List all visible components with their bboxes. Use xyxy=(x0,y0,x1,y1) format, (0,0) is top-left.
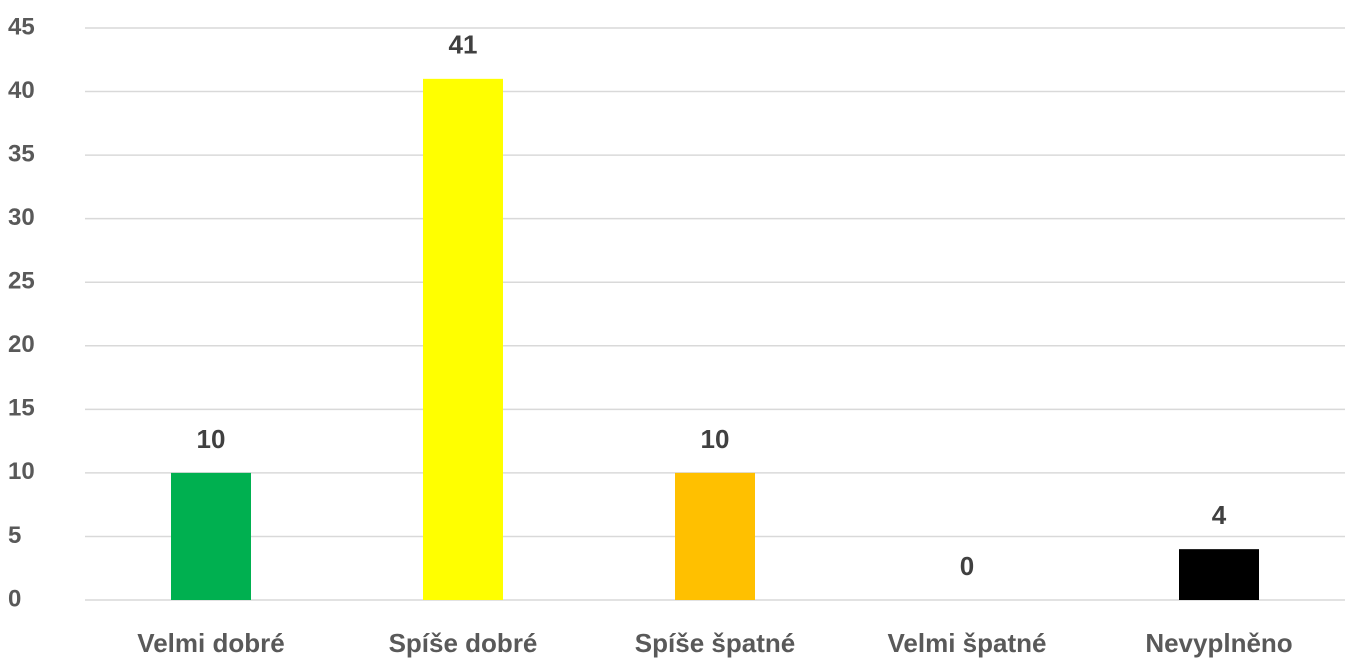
y-tick-label: 5 xyxy=(8,522,21,549)
x-tick-label: Spíše dobré xyxy=(389,628,538,658)
bar xyxy=(1179,549,1259,600)
data-label: 10 xyxy=(701,424,730,454)
y-tick-label: 35 xyxy=(8,140,35,167)
y-tick-label: 0 xyxy=(8,585,21,612)
y-tick-label: 30 xyxy=(8,204,35,231)
bar xyxy=(423,78,503,601)
y-tick-label: 15 xyxy=(8,395,35,422)
y-tick-label: 25 xyxy=(8,268,35,295)
x-tick-label: Nevyplněno xyxy=(1145,628,1292,658)
x-tick-label: Spíše špatné xyxy=(635,628,795,658)
y-tick-label: 10 xyxy=(8,458,35,485)
y-tick-label: 45 xyxy=(8,13,35,40)
data-label: 10 xyxy=(197,424,226,454)
data-label: 0 xyxy=(960,551,974,581)
x-tick-label: Velmi špatné xyxy=(888,628,1047,658)
x-tick-label: Velmi dobré xyxy=(137,628,284,658)
bar xyxy=(675,472,755,600)
y-tick-label: 20 xyxy=(8,331,35,358)
data-label: 41 xyxy=(449,30,478,60)
data-label: 4 xyxy=(1212,500,1227,530)
bar xyxy=(171,472,251,600)
y-tick-label: 40 xyxy=(8,77,35,104)
